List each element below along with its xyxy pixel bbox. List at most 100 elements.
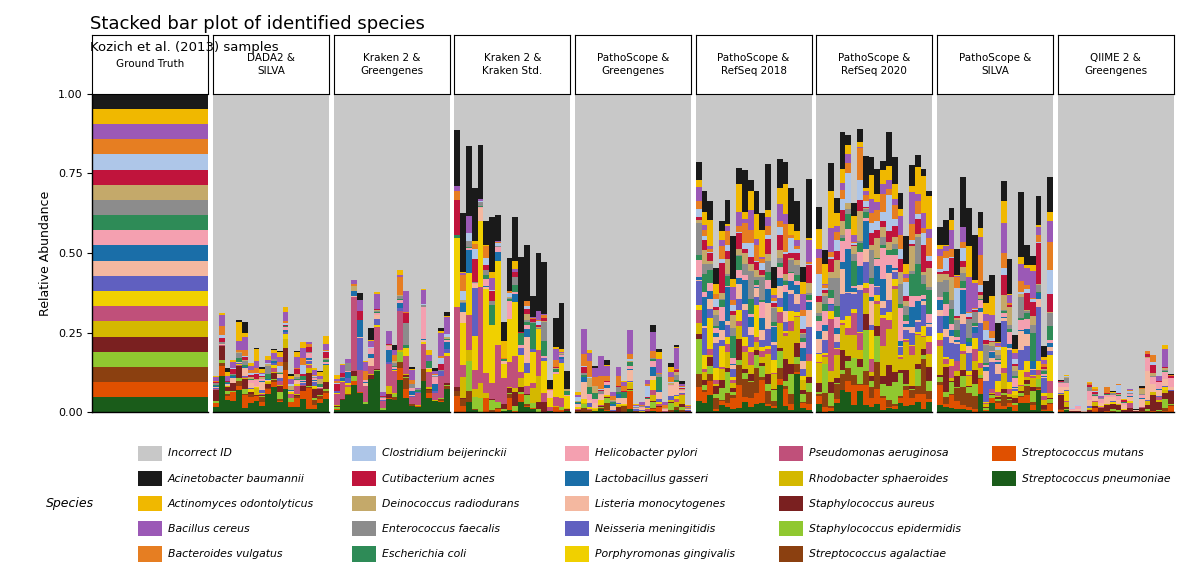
Bar <box>524 245 529 301</box>
Bar <box>115 382 121 397</box>
Bar <box>713 408 719 411</box>
Bar <box>397 277 403 295</box>
Bar <box>954 344 960 361</box>
Bar <box>421 307 426 339</box>
Bar <box>271 368 277 372</box>
Bar <box>828 228 834 252</box>
Bar <box>616 386 622 387</box>
Bar <box>444 342 450 349</box>
Bar <box>760 302 766 318</box>
Bar <box>265 94 271 356</box>
Bar <box>742 280 748 304</box>
Bar <box>656 359 662 373</box>
Bar <box>121 246 127 260</box>
Bar <box>1024 285 1030 289</box>
Bar <box>144 367 150 382</box>
Bar <box>133 215 139 230</box>
Bar <box>943 336 949 357</box>
Bar <box>415 94 421 388</box>
Bar <box>800 348 806 361</box>
Bar <box>943 274 949 280</box>
Bar <box>386 362 391 364</box>
Bar <box>954 362 960 371</box>
Bar <box>828 191 834 228</box>
Bar <box>541 263 547 314</box>
Bar <box>1030 302 1036 316</box>
Bar <box>904 306 910 315</box>
Bar <box>972 325 978 327</box>
Bar <box>1168 405 1174 406</box>
Bar <box>880 227 886 237</box>
Bar <box>253 94 259 348</box>
Bar <box>242 389 248 394</box>
Bar <box>1151 392 1157 395</box>
Bar <box>174 215 179 230</box>
Bar <box>725 245 731 252</box>
Bar <box>581 329 587 354</box>
Bar <box>984 408 989 410</box>
Bar <box>713 368 719 380</box>
Bar <box>604 385 610 388</box>
Bar <box>374 292 380 294</box>
Bar <box>863 191 869 195</box>
Bar <box>875 258 880 259</box>
Bar <box>719 260 725 263</box>
Bar <box>696 217 702 220</box>
Bar <box>92 246 98 260</box>
Bar <box>1042 364 1048 367</box>
Bar <box>455 238 460 307</box>
Bar <box>1018 403 1024 412</box>
Bar <box>506 393 512 394</box>
Bar <box>719 299 725 300</box>
Bar <box>265 356 271 360</box>
Bar <box>224 395 230 400</box>
Bar <box>294 380 300 381</box>
Text: Kraken 2 &
Kraken Std.: Kraken 2 & Kraken Std. <box>482 53 542 75</box>
Bar <box>121 109 127 124</box>
Bar <box>869 157 875 175</box>
Bar <box>174 94 179 109</box>
Bar <box>886 132 892 166</box>
Bar <box>782 162 788 184</box>
Bar <box>494 94 500 215</box>
Bar <box>834 198 840 213</box>
Bar <box>115 276 121 291</box>
Bar <box>191 291 197 306</box>
Bar <box>512 411 518 412</box>
Bar <box>306 388 312 409</box>
Bar <box>391 367 397 369</box>
Bar <box>121 352 127 367</box>
Bar <box>581 377 587 382</box>
Bar <box>679 384 685 386</box>
Bar <box>1030 370 1036 375</box>
Bar <box>1013 353 1018 359</box>
Bar <box>1018 396 1024 397</box>
Bar <box>898 216 904 235</box>
Bar <box>949 208 954 221</box>
Bar <box>1024 386 1030 395</box>
Bar <box>374 327 380 369</box>
Bar <box>972 333 978 338</box>
Bar <box>518 333 524 345</box>
Bar <box>604 398 610 402</box>
Bar <box>203 382 209 397</box>
Bar <box>518 355 524 371</box>
Bar <box>673 382 679 395</box>
Bar <box>984 381 989 402</box>
Bar <box>352 280 356 284</box>
Bar <box>828 290 834 298</box>
Bar <box>127 109 133 124</box>
Bar <box>139 306 144 321</box>
Bar <box>954 94 960 249</box>
Bar <box>109 124 115 139</box>
Bar <box>150 124 156 139</box>
Bar <box>926 287 932 290</box>
Bar <box>875 168 880 194</box>
Bar <box>317 380 323 384</box>
Bar <box>754 338 760 342</box>
Bar <box>1018 192 1024 257</box>
Bar <box>98 170 104 185</box>
Bar <box>218 326 224 335</box>
Bar <box>156 291 162 306</box>
Bar <box>236 362 242 363</box>
